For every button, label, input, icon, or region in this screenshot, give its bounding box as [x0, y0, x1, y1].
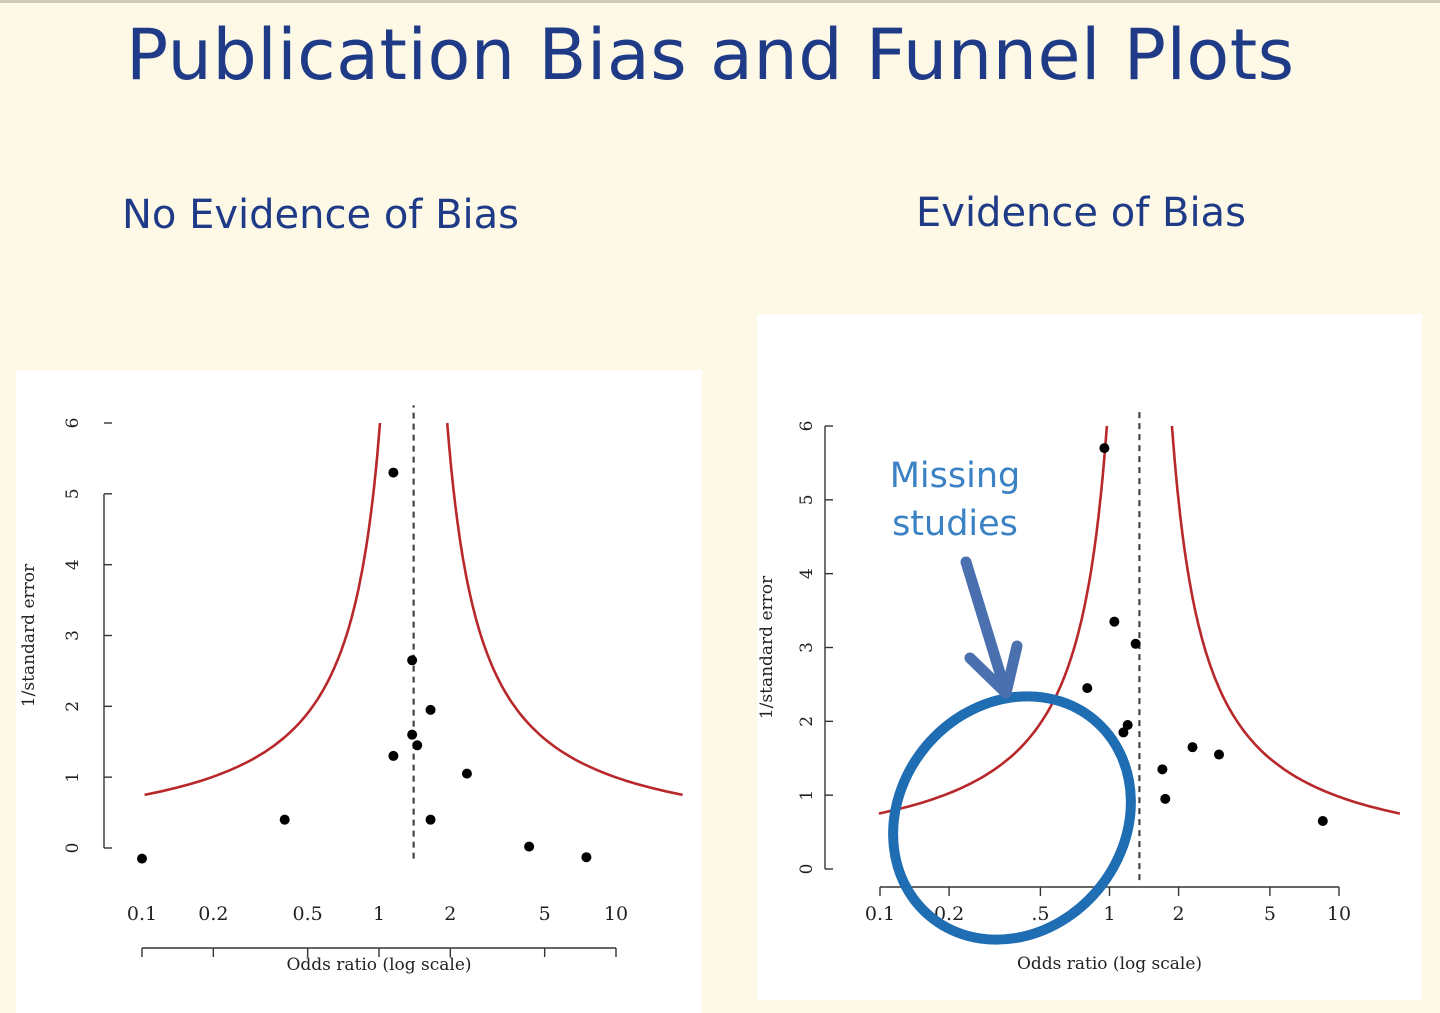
chart1-x-tick-label: 5 — [539, 903, 551, 925]
left-panel-heading: No Evidence of Bias — [122, 192, 520, 238]
slide-title: Publication Bias and Funnel Plots — [126, 14, 1295, 96]
chart2-x-tick-label: 2 — [1173, 903, 1185, 925]
chart2-x-tick-label: 0.2 — [934, 903, 964, 925]
chart1-x-tick-label: 1 — [373, 903, 385, 925]
annotation-line-1: Missing — [889, 456, 1021, 496]
chart1-funnel-left-limit — [144, 422, 382, 797]
chart2-y-tick-label: 0 — [797, 864, 817, 875]
top-rule — [0, 0, 1440, 3]
chart2-y-tick-label: 2 — [797, 716, 817, 727]
chart1-study-point — [407, 729, 418, 740]
funnel-plot-with-bias: 0 1 2 3 4 5 6 1/standard error 0.1 0.2 .5 1 2 5 10 Odds… — [757, 314, 1422, 1000]
funnel-plot-no-bias: 0 1 2 3 4 5 6 1/standard error 0.1 0.2 0.5 1 2 5 10 Odd… — [16, 370, 702, 1013]
chart2-study-point — [1160, 793, 1171, 804]
chart2-study-point — [1187, 742, 1198, 753]
funnel-plot-no-bias-svg: 0 1 2 3 4 5 6 1/standard error 0.1 0.2 0.5 1 2 5 10 Odd… — [19, 405, 683, 975]
chart2-study-point — [1130, 638, 1141, 649]
chart2-x-tick-label: 10 — [1327, 903, 1351, 925]
right-panel-heading: Evidence of Bias — [916, 190, 1246, 236]
chart1-x-axis-label: Odds ratio (log scale) — [286, 955, 471, 975]
chart1-x-tick-label: 0.2 — [198, 903, 228, 925]
chart2-study-point — [1157, 764, 1168, 775]
chart2-y-tick-label: 5 — [797, 494, 817, 505]
chart1-study-point — [461, 768, 472, 779]
chart2-x-axis-label: Odds ratio (log scale) — [1017, 954, 1202, 974]
chart1-study-point — [407, 655, 418, 666]
chart1-x-tick-label: 2 — [444, 903, 456, 925]
chart1-y-axis-label: 1/standard error — [19, 563, 39, 707]
chart2-study-point — [1213, 749, 1224, 760]
chart1-x-tick-label: 10 — [604, 903, 628, 925]
chart1-study-point — [137, 853, 147, 864]
chart2-study-point — [1109, 616, 1120, 627]
chart1-study-point — [524, 841, 535, 852]
chart2-y-tick-label: 1 — [797, 790, 817, 801]
chart2-y-tick-label: 3 — [797, 642, 817, 653]
chart1-study-point — [425, 704, 436, 715]
chart1-y-tick-label: 4 — [63, 559, 83, 570]
chart1-x-tick-label: 0.1 — [127, 903, 157, 925]
chart2-x-tick-label: 0.1 — [865, 903, 895, 925]
missing-studies-annotation: Missing studies — [840, 452, 1070, 548]
chart2-x-tick-label: 5 — [1264, 903, 1276, 925]
chart2-y-axis-label: 1/standard error — [757, 575, 777, 719]
chart1-y-tick-label: 6 — [63, 418, 83, 429]
annotation-line-2: studies — [892, 504, 1018, 544]
funnel-plot-with-bias-svg: 0 1 2 3 4 5 6 1/standard error 0.1 0.2 .5 1 2 5 10 Odds… — [757, 407, 1401, 974]
chart1-study-point — [581, 852, 592, 863]
chart1-study-point — [388, 750, 399, 761]
chart2-study-point — [1099, 443, 1110, 454]
chart1-y-tick-label: 5 — [63, 488, 83, 499]
chart1-y-tick-label: 1 — [63, 772, 83, 783]
chart1-y-tick-label: 0 — [63, 843, 83, 854]
chart2-funnel-right-limit — [1170, 425, 1401, 815]
chart1-study-point — [412, 740, 423, 751]
chart2-study-point — [1118, 727, 1129, 738]
chart1-x-tick-label: 0.5 — [293, 903, 323, 925]
chart1-study-point — [425, 814, 436, 825]
chart2-x-tick-label: .5 — [1031, 903, 1049, 925]
chart2-y-tick-label: 4 — [797, 568, 817, 579]
chart1-study-point — [279, 814, 290, 825]
chart2-study-point — [1082, 683, 1093, 694]
chart1-study-point — [388, 467, 399, 478]
chart1-funnel-right-limit — [446, 422, 683, 797]
chart1-y-tick-label: 2 — [63, 701, 83, 712]
chart2-y-tick-label: 6 — [797, 421, 817, 432]
chart2-study-point — [1317, 816, 1328, 827]
chart2-x-tick-label: 1 — [1103, 903, 1115, 925]
chart1-y-tick-label: 3 — [63, 630, 83, 641]
